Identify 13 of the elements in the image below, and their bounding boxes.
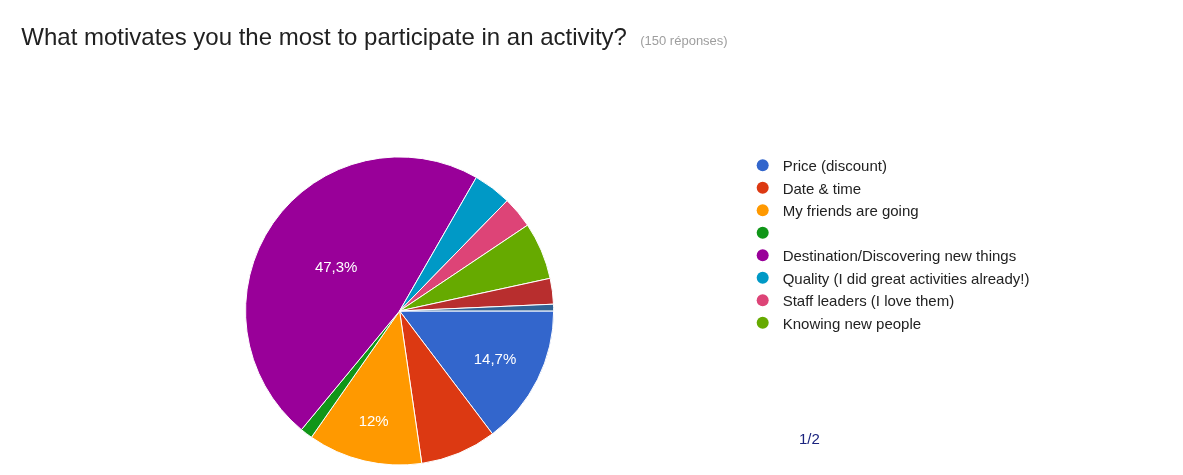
legend-label: Staff leaders (I love them) <box>782 292 955 310</box>
text: 1/2 <box>799 430 820 447</box>
chart-title: What motivates you the most to participate in an activity? <box>21 23 627 51</box>
chart-subtitle: (150 réponses) <box>640 33 728 49</box>
legend-label: Quality (I did great activities already!) <box>782 269 1030 287</box>
legend-label: Knowing new people <box>782 314 922 332</box>
legend-label: My friends are going <box>782 202 919 220</box>
data-label: 47,3% <box>314 258 358 276</box>
legend-label: Price (discount) <box>782 157 887 175</box>
data-label: 14,7% <box>473 349 517 367</box>
legend-label: Date & time <box>782 179 862 197</box>
data-label: 12% <box>358 412 389 430</box>
legend-label: Destination/Discovering new things <box>782 247 1017 265</box>
